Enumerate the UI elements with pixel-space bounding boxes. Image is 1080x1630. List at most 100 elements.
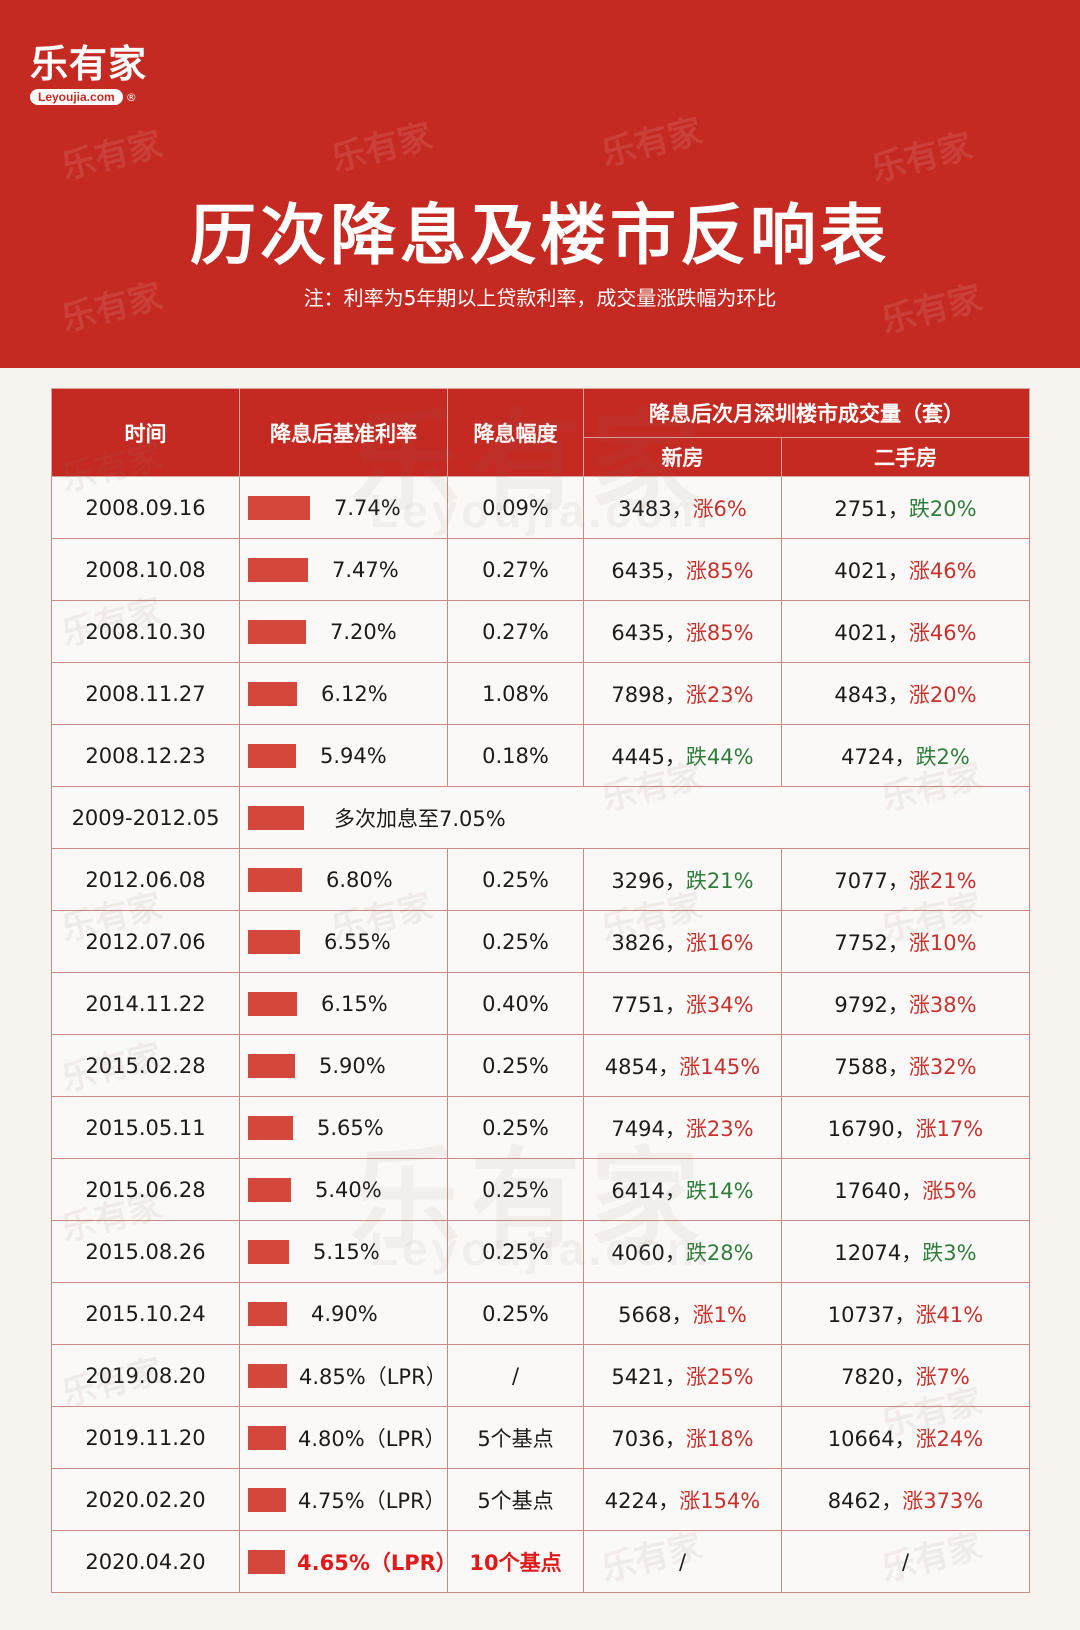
- cell-cut: 0.27%: [447, 600, 584, 663]
- rate-bar: [248, 1302, 287, 1326]
- volume-change: 涨21%: [908, 868, 977, 893]
- watermark: 乐有家: [57, 124, 167, 188]
- volume-change: 涨23%: [685, 682, 754, 707]
- cell-cut: 0.25%: [447, 1220, 584, 1283]
- col-header-new: 新房: [583, 437, 782, 477]
- cell-cut: 0.25%: [447, 1096, 584, 1159]
- rate-bar: [248, 1549, 285, 1574]
- cell-time: 2008.12.23: [51, 724, 240, 787]
- volume-value: /: [901, 1549, 910, 1574]
- volume-change: 涨7%: [915, 1364, 970, 1389]
- brand-logo: 乐有家 Leyoujia.com ®: [30, 42, 170, 105]
- volume-change: 涨1%: [692, 1302, 747, 1327]
- cell-time: 2020.04.20: [51, 1530, 240, 1593]
- cell-rate: 6.12%: [239, 662, 448, 725]
- volume-change: 涨32%: [908, 1054, 977, 1079]
- volume-count: 3483，: [618, 496, 693, 521]
- volume-count: 5421，: [611, 1364, 686, 1389]
- rate-value: 6.12%: [321, 682, 388, 706]
- table-row: 2008.12.23 5.94% 0.18% 4445，跌44% 4724，跌2%: [51, 724, 1030, 787]
- col-header-time: 时间: [51, 388, 240, 477]
- cell-new-volume: 7751，涨34%: [583, 972, 782, 1035]
- watermark: 乐有家: [350, 1136, 710, 1264]
- volume-change: 涨373%: [902, 1488, 984, 1513]
- volume-change: 涨5%: [922, 1178, 977, 1203]
- table-row: 2015.02.28 5.90% 0.25% 4854，涨145% 7588，涨32%: [51, 1034, 1030, 1097]
- page-note: 注：利率为5年期以上贷款利率，成交量涨跌幅为环比: [303, 286, 777, 310]
- volume-change: 涨38%: [908, 992, 977, 1017]
- volume-count: 7752，: [834, 930, 909, 955]
- volume-count: 6414，: [611, 1178, 686, 1203]
- table-row: 2008.09.16 7.74% 0.09% 3483，涨6% 2751，跌20%: [51, 476, 1030, 539]
- volume-count: 3296，: [611, 868, 686, 893]
- cell-second-volume: 8462，涨373%: [781, 1468, 1030, 1531]
- volume-change: 跌14%: [685, 1178, 754, 1203]
- volume-count: 4021，: [834, 558, 909, 583]
- watermark-site: Leyoujia.com: [370, 1223, 712, 1275]
- volume-count: 17640，: [834, 1178, 923, 1203]
- volume-count: 7036，: [611, 1426, 686, 1451]
- volume-change: 涨41%: [915, 1302, 984, 1327]
- cell-time: 2015.08.26: [51, 1220, 240, 1283]
- table-row: 2015.08.26 5.15% 0.25% 4060，跌28% 12074，跌3%: [51, 1220, 1030, 1283]
- cell-time: 2008.10.08: [51, 538, 240, 601]
- volume-change: 涨46%: [908, 620, 977, 645]
- cell-rate: 4.85%（LPR）: [239, 1344, 448, 1407]
- cell-time: 2008.09.16: [51, 476, 240, 539]
- volume-count: 4854，: [604, 1054, 680, 1079]
- watermark: 乐有家: [327, 116, 437, 180]
- volume-count: 7077，: [834, 868, 909, 893]
- rate-value: 5.65%: [317, 1116, 384, 1140]
- cell-rate: 7.47%: [239, 538, 448, 601]
- cell-rate: 6.15%: [239, 972, 448, 1035]
- cell-rate: 4.75%（LPR）: [239, 1468, 448, 1531]
- cell-new-volume: 5668，涨1%: [583, 1282, 782, 1345]
- cell-cut: 0.25%: [447, 848, 584, 911]
- rate-bar: [248, 744, 296, 768]
- cell-cut: 0.25%: [447, 1282, 584, 1345]
- volume-change: 跌44%: [685, 744, 754, 769]
- cell-new-volume: 7898，涨23%: [583, 662, 782, 725]
- rate-bar: [248, 805, 304, 830]
- volume-count: 2751，: [834, 496, 909, 521]
- volume-change: 跌21%: [685, 868, 754, 893]
- volume-change: 涨46%: [908, 558, 977, 583]
- cell-rate: 7.20%: [239, 600, 448, 663]
- volume-change: 跌20%: [908, 496, 977, 521]
- page-title: 历次降息及楼市反响表: [190, 197, 890, 274]
- col-header-second: 二手房: [781, 437, 1030, 477]
- cell-rate: 5.90%: [239, 1034, 448, 1097]
- rate-value: 5.90%: [319, 1054, 386, 1078]
- table-row: 2020.04.20 4.65%（LPR） 10个基点 / /: [51, 1530, 1030, 1593]
- cell-new-volume: 4854，涨145%: [583, 1034, 782, 1097]
- cell-rate: 4.80%（LPR）: [239, 1406, 448, 1469]
- watermark: 乐有家: [350, 398, 710, 526]
- volume-change: 涨17%: [915, 1116, 984, 1141]
- table-row: 2015.10.24 4.90% 0.25% 5668，涨1% 10737，涨41%: [51, 1282, 1030, 1345]
- rate-bar: [248, 1425, 286, 1450]
- cell-second-volume: 16790，涨17%: [781, 1096, 1030, 1159]
- rate-bar: [248, 558, 308, 582]
- table-row: 2015.05.11 5.65% 0.25% 7494，涨23% 16790，涨17%: [51, 1096, 1030, 1159]
- cell-time: 2014.11.22: [51, 972, 240, 1035]
- cell-cut: 5个基点: [447, 1406, 584, 1469]
- brand-site: Leyoujia.com: [30, 89, 123, 105]
- cell-second-volume: 4021，涨46%: [781, 538, 1030, 601]
- volume-count: 7820，: [841, 1364, 916, 1389]
- volume-change: 涨145%: [679, 1054, 761, 1079]
- volume-change: 涨6%: [692, 496, 747, 521]
- volume-count: 7898，: [611, 682, 686, 707]
- rate-value: 5.94%: [320, 744, 387, 768]
- volume-count: 10664，: [827, 1426, 916, 1451]
- volume-change: 跌2%: [915, 744, 970, 769]
- cell-time: 2008.11.27: [51, 662, 240, 725]
- rate-value: 7.47%: [332, 558, 399, 582]
- registered-mark: ®: [125, 91, 137, 104]
- cell-second-volume: 17640，涨5%: [781, 1158, 1030, 1221]
- volume-change: 跌28%: [685, 1240, 754, 1265]
- watermark: 乐有家: [597, 111, 707, 175]
- cell-time: 2015.06.28: [51, 1158, 240, 1221]
- cell-new-volume: 4224，涨154%: [583, 1468, 782, 1531]
- rate-bar: [248, 1178, 291, 1202]
- col-header-cut: 降息幅度: [447, 388, 584, 477]
